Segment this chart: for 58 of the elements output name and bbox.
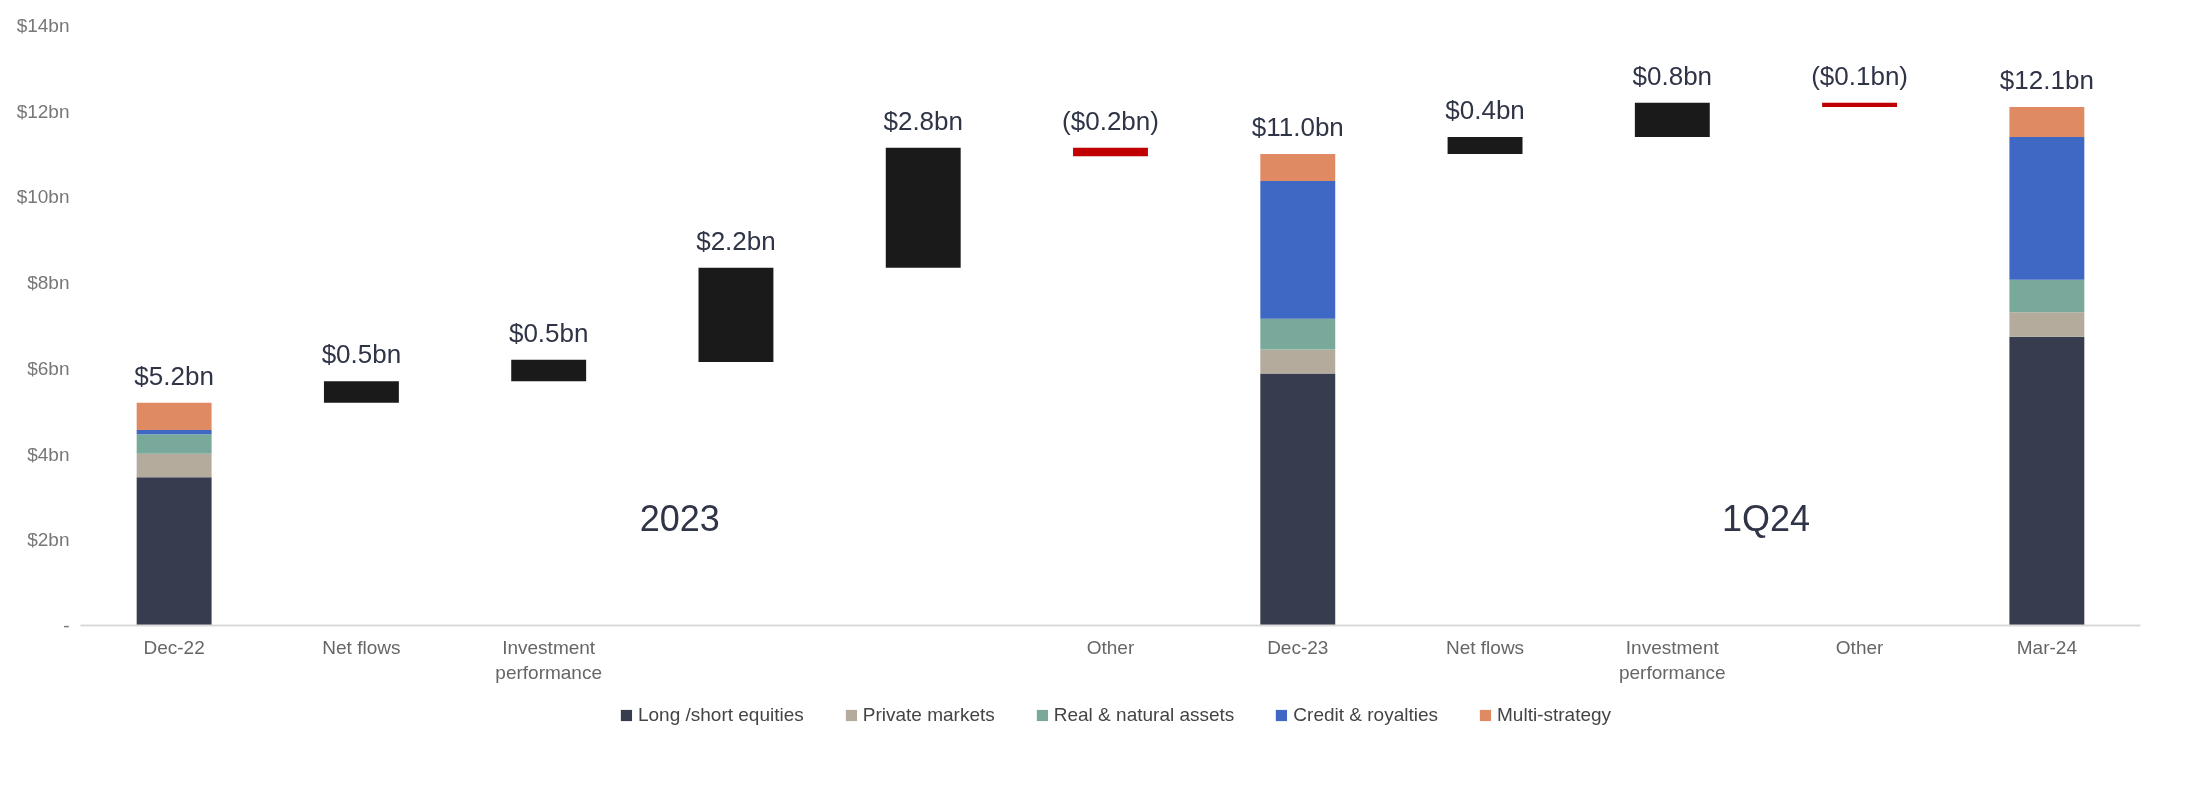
annotation: 2023 bbox=[639, 498, 720, 540]
total-label: $11.0bn bbox=[1251, 112, 1344, 143]
legend-label: Multi-strategy bbox=[1497, 704, 1612, 726]
bar bbox=[1447, 136, 1523, 155]
bar bbox=[136, 402, 212, 431]
bar bbox=[1260, 373, 1336, 626]
x-tick-label: Net flows bbox=[322, 636, 401, 658]
data-label: $2.8bn bbox=[883, 105, 963, 136]
bar bbox=[136, 453, 212, 478]
bar bbox=[1822, 102, 1898, 107]
data-label: $2.2bn bbox=[696, 225, 776, 256]
legend-label: Long /short equities bbox=[637, 704, 804, 726]
data-label: $0.5bn bbox=[321, 339, 402, 370]
y-tick-label: $14bn bbox=[16, 15, 70, 36]
legend-label: Credit & royalties bbox=[1293, 704, 1439, 726]
bar bbox=[698, 267, 774, 362]
bar bbox=[136, 434, 212, 454]
y-tick-label: - bbox=[63, 615, 70, 636]
x-tick-label: Other bbox=[1086, 636, 1135, 658]
bar bbox=[1073, 147, 1148, 157]
x-tick-label: Investment performance bbox=[495, 636, 603, 683]
x-tick-label: Investment performance bbox=[1618, 636, 1726, 683]
x-tick-label: Net flows bbox=[1445, 636, 1525, 658]
total-label: $5.2bn bbox=[134, 360, 214, 391]
bar bbox=[1634, 102, 1710, 137]
bar bbox=[1260, 181, 1336, 319]
bar bbox=[2009, 136, 2085, 280]
bar bbox=[323, 381, 399, 403]
data-label: ($0.2bn) bbox=[1062, 105, 1159, 136]
data-label: $0.4bn bbox=[1445, 94, 1525, 125]
bar bbox=[885, 147, 961, 268]
total-label: $12.1bn bbox=[1999, 64, 2094, 95]
x-tick-label: Mar-24 bbox=[2016, 636, 2078, 658]
bar bbox=[2009, 312, 2085, 337]
bar bbox=[511, 359, 587, 382]
x-tick-label: Other bbox=[1835, 636, 1885, 658]
y-tick-label: $4bn bbox=[27, 443, 70, 465]
bar bbox=[1260, 154, 1336, 182]
legend-label: Private markets bbox=[862, 704, 995, 726]
data-label: ($0.1bn) bbox=[1811, 60, 1909, 91]
data-label: $0.8bn bbox=[1632, 60, 1713, 91]
legend-label: Real & natural assets bbox=[1053, 704, 1235, 726]
bar bbox=[136, 430, 212, 435]
data-label: $0.5bn bbox=[508, 317, 589, 348]
x-tick-label: Dec-23 bbox=[1267, 636, 1329, 658]
bar bbox=[2009, 106, 2085, 137]
y-tick-label: $12bn bbox=[16, 100, 70, 122]
y-tick-label: $2bn bbox=[27, 529, 70, 551]
bar bbox=[2009, 336, 2085, 626]
annotation: 1Q24 bbox=[1721, 497, 1810, 539]
y-tick-label: $8bn bbox=[27, 272, 70, 294]
bar bbox=[2009, 279, 2085, 313]
x-tick-label: Dec-22 bbox=[143, 636, 205, 658]
bar bbox=[1260, 349, 1336, 374]
bar bbox=[136, 477, 212, 626]
y-tick-label: $10bn bbox=[16, 186, 70, 208]
bar bbox=[1260, 318, 1336, 350]
y-tick-label: $6bn bbox=[27, 357, 70, 379]
